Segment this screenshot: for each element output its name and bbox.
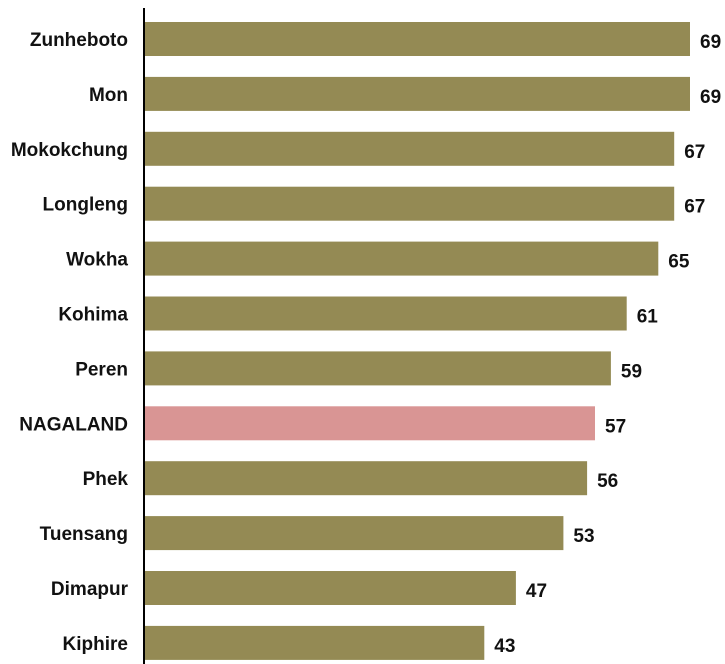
category-label-mon: Mon — [89, 85, 128, 106]
value-label-nagaland: 57 — [605, 416, 626, 437]
category-label-kiphire: Kiphire — [63, 634, 128, 655]
category-label-longleng: Longleng — [43, 195, 128, 216]
bar-mon — [144, 76, 690, 111]
category-label-wokha: Wokha — [66, 250, 128, 271]
value-label-wokha: 65 — [668, 252, 690, 273]
category-label-tuensang: Tuensang — [40, 524, 128, 545]
category-label-kohima: Kohima — [58, 305, 128, 326]
bar-zunheboto — [144, 22, 690, 56]
category-label-peren: Peren — [75, 359, 128, 380]
bar-peren — [144, 351, 611, 386]
bar-kohima — [144, 296, 627, 331]
bar-mokokchung — [144, 131, 675, 166]
value-label-kohima: 61 — [637, 307, 659, 328]
bar-phek — [144, 461, 588, 496]
value-label-zunheboto: 69 — [700, 32, 721, 53]
bar-wokha — [144, 241, 659, 276]
category-label-mokokchung: Mokokchung — [11, 140, 128, 161]
value-label-mon: 69 — [700, 87, 721, 108]
bar-dimapur — [144, 571, 516, 605]
value-label-kiphire: 43 — [494, 636, 515, 657]
value-label-phek: 56 — [597, 471, 618, 492]
category-labels-group: Zunheboto Mon Mokokchung Longleng Wokha Kohim… — [11, 30, 129, 655]
value-label-peren: 59 — [621, 361, 642, 382]
value-label-dimapur: 47 — [526, 581, 547, 602]
bar-longleng — [144, 186, 675, 221]
value-label-longleng: 67 — [684, 197, 705, 218]
value-labels-group: 69 69 67 67 65 61 59 57 56 53 47 43 — [494, 32, 721, 657]
value-label-mokokchung: 67 — [684, 142, 705, 163]
bar-nagaland — [144, 406, 595, 441]
value-label-tuensang: 53 — [573, 526, 594, 547]
bar-tuensang — [144, 516, 564, 551]
category-label-phek: Phek — [83, 469, 129, 490]
category-label-nagaland: NAGALAND — [19, 414, 128, 435]
category-label-dimapur: Dimapur — [51, 579, 129, 600]
category-label-zunheboto: Zunheboto — [30, 30, 128, 51]
bar-kiphire — [144, 625, 485, 660]
bars-group — [144, 22, 690, 660]
